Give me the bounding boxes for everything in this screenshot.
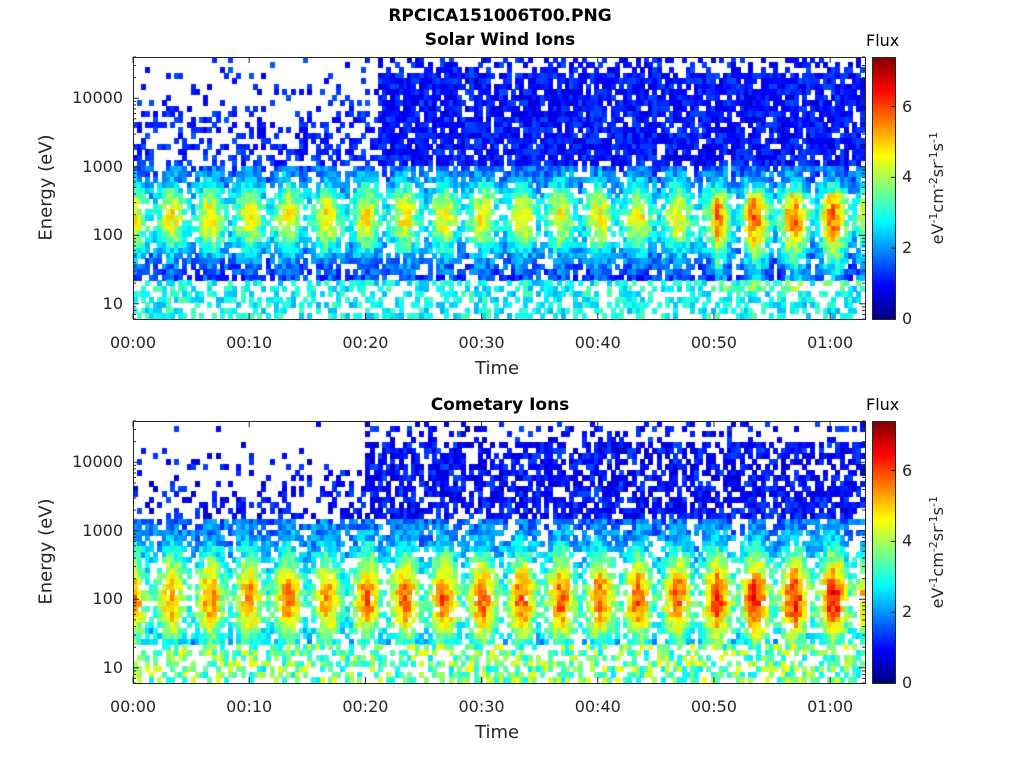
x-tick-label: 00:00 <box>109 697 157 716</box>
x-tick-label: 00:20 <box>342 697 389 716</box>
x-tick-label: 00:10 <box>226 333 273 352</box>
colorbar-tick-label: 4 <box>902 167 913 187</box>
panel-1-spectrogram <box>133 57 865 319</box>
x-tick-label: 01:00 <box>807 697 854 716</box>
y-tick-label: 10 <box>102 293 123 313</box>
panel-1-xlabel: Time <box>475 358 520 379</box>
panel-1-colorbar-frame <box>872 57 896 320</box>
panel-1-colorbar <box>872 57 895 319</box>
panel-2-colorbar-frame <box>872 421 896 684</box>
x-tick-label: 00:30 <box>458 333 505 352</box>
x-tick-label: 00:50 <box>690 697 737 716</box>
panel-2-xlabel: Time <box>475 722 520 743</box>
x-tick-label: 00:40 <box>574 333 621 352</box>
y-tick-label: 10000 <box>72 452 123 472</box>
panel-2-title: Cometary Ions <box>430 395 570 415</box>
panel-1-title: Solar Wind Ions <box>424 30 576 50</box>
colorbar-tick-label: 6 <box>902 96 913 116</box>
x-tick-label: 00:40 <box>574 697 621 716</box>
x-tick-label: 01:00 <box>807 333 854 352</box>
y-tick-label: 1000 <box>82 520 123 540</box>
colorbar-tick-label: 2 <box>902 602 913 622</box>
panel-1-frame <box>133 57 866 320</box>
x-tick-label: 00:30 <box>458 697 505 716</box>
y-tick-label: 1000 <box>82 156 123 176</box>
colorbar-tick-label: 0 <box>902 309 913 328</box>
colorbar-tick-label: 4 <box>902 531 913 551</box>
panel-1-colorbar-label: Flux <box>866 31 900 50</box>
y-tick-label: 100 <box>92 225 123 245</box>
panel-2-frame <box>133 421 866 684</box>
y-tick-label: 10000 <box>72 88 123 108</box>
colorbar-tick-label: 2 <box>902 238 913 258</box>
colorbar-tick-label: 0 <box>902 673 913 692</box>
panel-2-spectrogram <box>133 421 865 683</box>
x-tick-label: 00:50 <box>690 333 737 352</box>
panel-2-colorbar-label: Flux <box>866 395 900 414</box>
figure-title: RPCICA151006T00.PNG <box>388 6 612 26</box>
x-tick-label: 00:20 <box>342 333 389 352</box>
x-tick-label: 00:10 <box>226 697 273 716</box>
colorbar-tick-label: 6 <box>902 460 913 480</box>
x-tick-label: 00:00 <box>109 333 157 352</box>
panel-2-colorbar <box>872 421 895 683</box>
y-tick-label: 10 <box>102 657 123 677</box>
y-tick-label: 100 <box>92 589 123 609</box>
